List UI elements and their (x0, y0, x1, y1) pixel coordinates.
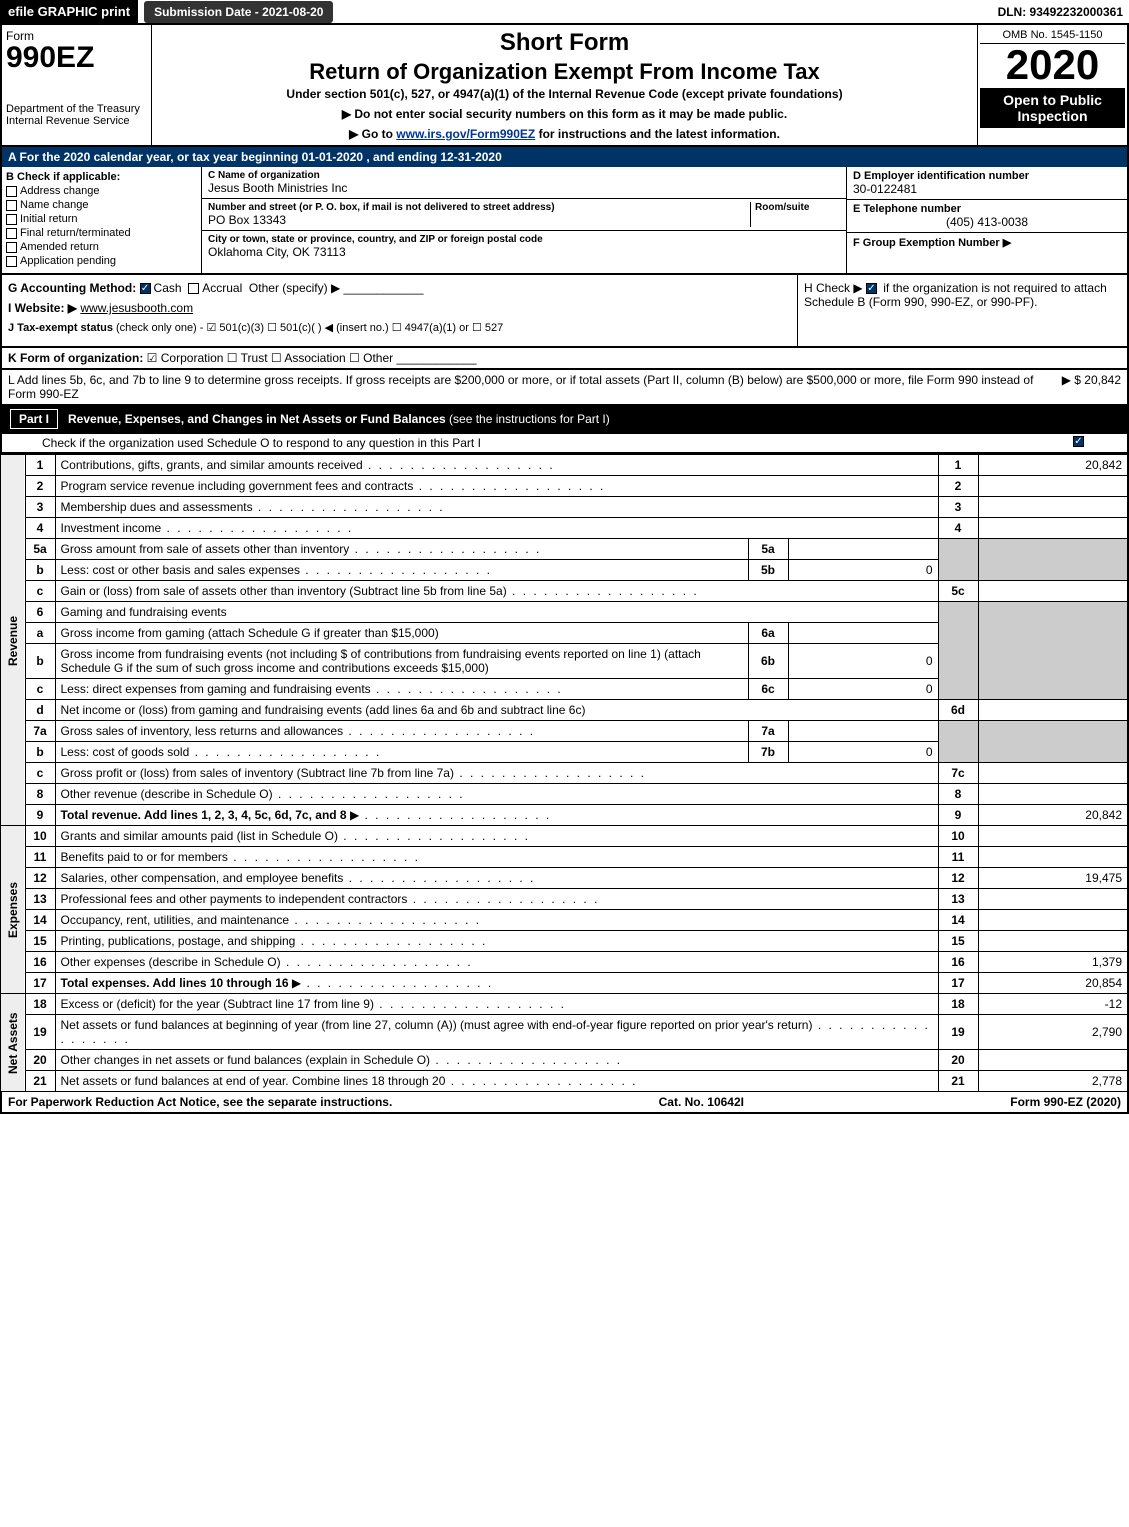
org-street: PO Box 13343 (208, 213, 750, 227)
top-bar: efile GRAPHIC print Submission Date - 20… (0, 0, 1129, 25)
short-form-title: Short Form (160, 29, 969, 57)
gh-block: G Accounting Method: Cash Accrual Other … (0, 275, 1129, 348)
k-row: K Form of organization: ☑ Corporation ☐ … (0, 348, 1129, 370)
section-b: B Check if applicable: Address change Na… (2, 167, 202, 273)
irs-label: Internal Revenue Service (6, 115, 147, 127)
chk-name-change[interactable]: Name change (6, 199, 197, 211)
k-label: K Form of organization: (8, 351, 143, 365)
efile-print-button[interactable]: efile GRAPHIC print (0, 0, 138, 23)
l-row: L Add lines 5b, 6c, and 7b to line 9 to … (0, 370, 1129, 406)
no-ssn-line: ▶ Do not enter social security numbers o… (160, 107, 969, 121)
info-block: B Check if applicable: Address change Na… (0, 167, 1129, 275)
tax-year: 2020 (980, 44, 1125, 86)
netassets-side-label: Net Assets (1, 994, 25, 1092)
chk-initial-return[interactable]: Initial return (6, 213, 197, 225)
l-text: L Add lines 5b, 6c, and 7b to line 9 to … (8, 373, 1062, 401)
f-label: F Group Exemption Number ▶ (853, 236, 1121, 249)
return-title: Return of Organization Exempt From Incom… (160, 59, 969, 85)
j-label: J Tax-exempt status (8, 322, 113, 334)
g-line: G Accounting Method: Cash Accrual Other … (8, 281, 791, 295)
gh-left: G Accounting Method: Cash Accrual Other … (2, 275, 797, 346)
d-label: D Employer identification number (853, 170, 1121, 182)
ein: 30-0122481 (853, 182, 1121, 196)
chk-accrual[interactable] (188, 283, 199, 294)
org-name: Jesus Booth Ministries Inc (208, 181, 840, 195)
section-de: D Employer identification number 30-0122… (847, 167, 1127, 273)
submission-date-button[interactable]: Submission Date - 2021-08-20 (144, 1, 333, 23)
l-amount: ▶ $ 20,842 (1062, 373, 1121, 401)
part1-label: Part I (10, 409, 58, 429)
irs-link[interactable]: www.irs.gov/Form990EZ (396, 127, 535, 141)
row-a-tax-year: A For the 2020 calendar year, or tax yea… (0, 147, 1129, 167)
expenses-side-label: Expenses (1, 826, 25, 994)
org-city: Oklahoma City, OK 73113 (208, 245, 840, 259)
footer-mid: Cat. No. 10642I (659, 1095, 744, 1109)
footer-right: Form 990-EZ (2020) (1010, 1095, 1121, 1109)
h-section: H Check ▶ if the organization is not req… (797, 275, 1127, 346)
chk-amended-return[interactable]: Amended return (6, 241, 197, 253)
header-center: Short Form Return of Organization Exempt… (152, 25, 977, 145)
chk-cash[interactable] (140, 283, 151, 294)
goto-suffix: for instructions and the latest informat… (539, 127, 780, 141)
revenue-side-label: Revenue (1, 455, 25, 826)
dept-treasury: Department of the Treasury (6, 103, 147, 115)
chk-final-return[interactable]: Final return/terminated (6, 227, 197, 239)
room-label: Room/suite (755, 202, 840, 213)
dln-text: DLN: 93492232000361 (998, 5, 1129, 19)
i-line: I Website: ▶ www.jesusbooth.com (8, 301, 791, 315)
g-label: G Accounting Method: (8, 281, 136, 295)
website[interactable]: www.jesusbooth.com (80, 301, 193, 315)
part1-title: Revenue, Expenses, and Changes in Net As… (68, 412, 446, 426)
form-number: 990EZ (6, 43, 147, 73)
section-c: C Name of organization Jesus Booth Minis… (202, 167, 847, 273)
b-label: B Check if applicable: (6, 171, 197, 183)
j-line: J Tax-exempt status (check only one) - ☑… (8, 321, 791, 334)
chk-address-change[interactable]: Address change (6, 185, 197, 197)
part1-table: Revenue 1 Contributions, gifts, grants, … (0, 454, 1129, 1092)
e-label: E Telephone number (853, 203, 1121, 215)
form-header: Form 990EZ Department of the Treasury In… (0, 25, 1129, 147)
chk-schedule-o[interactable] (1073, 436, 1084, 447)
header-right: OMB No. 1545-1150 2020 Open to Public In… (977, 25, 1127, 145)
footer-left: For Paperwork Reduction Act Notice, see … (8, 1095, 392, 1109)
goto-line: ▶ Go to www.irs.gov/Form990EZ for instru… (160, 127, 969, 141)
c-street-label: Number and street (or P. O. box, if mail… (208, 202, 750, 213)
goto-prefix: ▶ Go to (349, 127, 396, 141)
c-city-label: City or town, state or province, country… (208, 234, 840, 245)
phone: (405) 413-0038 (853, 215, 1121, 229)
open-public-badge: Open to Public Inspection (980, 88, 1125, 128)
under-section: Under section 501(c), 527, or 4947(a)(1)… (160, 87, 969, 101)
i-label: I Website: ▶ (8, 301, 77, 315)
part1-header: Part I Revenue, Expenses, and Changes in… (0, 406, 1129, 434)
part1-subline: Check if the organization used Schedule … (0, 434, 1129, 454)
chk-application-pending[interactable]: Application pending (6, 255, 197, 267)
c-name-label: C Name of organization (208, 170, 840, 181)
footer: For Paperwork Reduction Act Notice, see … (0, 1092, 1129, 1114)
header-left: Form 990EZ Department of the Treasury In… (2, 25, 152, 145)
chk-schedule-b[interactable] (866, 283, 877, 294)
part1-suffix: (see the instructions for Part I) (449, 412, 610, 426)
